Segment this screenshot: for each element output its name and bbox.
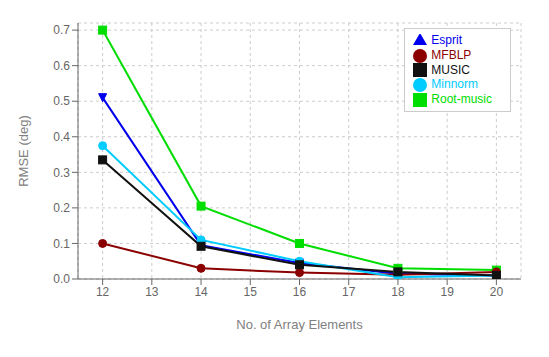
svg-text:0.6: 0.6 xyxy=(53,59,70,73)
svg-text:20: 20 xyxy=(490,285,504,299)
svg-text:0.0: 0.0 xyxy=(53,272,70,286)
svg-text:13: 13 xyxy=(145,285,159,299)
svg-text:0.7: 0.7 xyxy=(53,23,70,37)
html-text:Root-music: Root-music xyxy=(431,92,492,107)
svg-text:No. of Array Elements: No. of Array Elements xyxy=(236,317,363,332)
html-text:MUSIC: MUSIC xyxy=(431,62,470,77)
svg-text:0.1: 0.1 xyxy=(53,237,70,251)
svg-text:16: 16 xyxy=(293,285,307,299)
svg-text:RMSE (deg): RMSE (deg) xyxy=(16,115,31,187)
svg-text:0.3: 0.3 xyxy=(53,166,70,180)
html-text:MFBLP: MFBLP xyxy=(431,47,472,62)
svg-text:18: 18 xyxy=(391,285,405,299)
svg-text:0.2: 0.2 xyxy=(53,201,70,215)
html-text:Minnorm: Minnorm xyxy=(431,77,478,92)
svg-text:0.4: 0.4 xyxy=(53,130,70,144)
svg-text:12: 12 xyxy=(96,285,110,299)
svg-text:0.5: 0.5 xyxy=(53,94,70,108)
svg-text:15: 15 xyxy=(244,285,258,299)
svg-text:19: 19 xyxy=(440,285,454,299)
svg-text:17: 17 xyxy=(342,285,356,299)
html-text:Esprit: Esprit xyxy=(431,33,462,47)
svg-text:14: 14 xyxy=(194,285,208,299)
